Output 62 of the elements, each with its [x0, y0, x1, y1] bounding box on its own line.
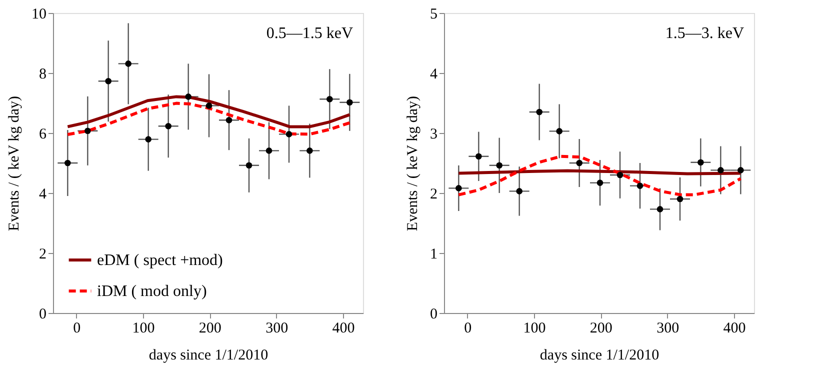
x-axis-title: days since 1/1/2010 — [148, 348, 268, 364]
point — [266, 148, 272, 154]
x-tick-label: 400 — [332, 320, 355, 336]
x-tick-label: 200 — [198, 320, 222, 336]
point — [64, 160, 71, 166]
point — [226, 116, 232, 124]
annotation: 1.5—3. keV — [665, 25, 744, 42]
x-tick-label: 200 — [590, 320, 612, 336]
x-tick-label: 300 — [266, 320, 288, 336]
x-tick-label: 0 — [464, 320, 472, 336]
point — [145, 136, 152, 142]
point — [738, 167, 744, 174]
point — [536, 108, 542, 116]
point — [616, 172, 624, 178]
x-tick-label: 100 — [523, 320, 546, 336]
point — [496, 162, 502, 169]
point — [476, 153, 482, 160]
point — [718, 167, 724, 174]
y-tick-label: 2 — [430, 186, 438, 202]
x-tick-label: 0 — [73, 320, 81, 336]
y-tick-label: 2 — [39, 246, 46, 262]
y-tick-label: 0 — [430, 306, 438, 322]
x-tick-label: 400 — [723, 320, 746, 336]
point — [286, 131, 292, 138]
y-tick-label: 0 — [39, 306, 46, 322]
y-axis-title: Events / ( keV kg day) — [6, 96, 22, 232]
point — [698, 159, 704, 166]
x-tick-label: 300 — [656, 320, 680, 336]
point — [676, 196, 684, 202]
point — [456, 185, 462, 192]
point — [84, 128, 91, 134]
point — [326, 96, 333, 102]
point — [636, 182, 644, 189]
y-tick-label: 4 — [39, 186, 47, 202]
point — [105, 78, 112, 84]
point — [206, 102, 212, 109]
legend-label: iDM ( mod only) — [97, 283, 207, 300]
point — [165, 122, 172, 130]
point — [346, 99, 353, 106]
point — [596, 180, 604, 186]
annotation: 0.5—1.5 keV — [266, 25, 354, 42]
legend-label: eDM ( spect +mod) — [97, 252, 223, 269]
line-series — [66, 95, 352, 128]
y-tick-label: 5 — [430, 6, 438, 22]
y-tick-label: 10 — [32, 6, 46, 22]
line-series — [66, 102, 352, 136]
y-tick-label: 4 — [430, 66, 438, 82]
y-tick-label: 6 — [39, 126, 47, 142]
point — [246, 162, 252, 169]
point — [185, 94, 192, 100]
y-tick-label: 1 — [430, 246, 438, 262]
y-tick-label: 3 — [430, 126, 438, 142]
point — [516, 188, 522, 194]
x-tick-label: 100 — [132, 320, 155, 336]
point — [306, 148, 313, 154]
y-axis-title: Events / ( keV kg day) — [405, 96, 421, 232]
point — [556, 128, 562, 134]
x-axis-title: days since 1/1/2010 — [540, 348, 660, 364]
point — [576, 160, 582, 166]
y-tick-label: 8 — [39, 66, 46, 82]
point — [125, 60, 132, 67]
point — [656, 206, 664, 212]
